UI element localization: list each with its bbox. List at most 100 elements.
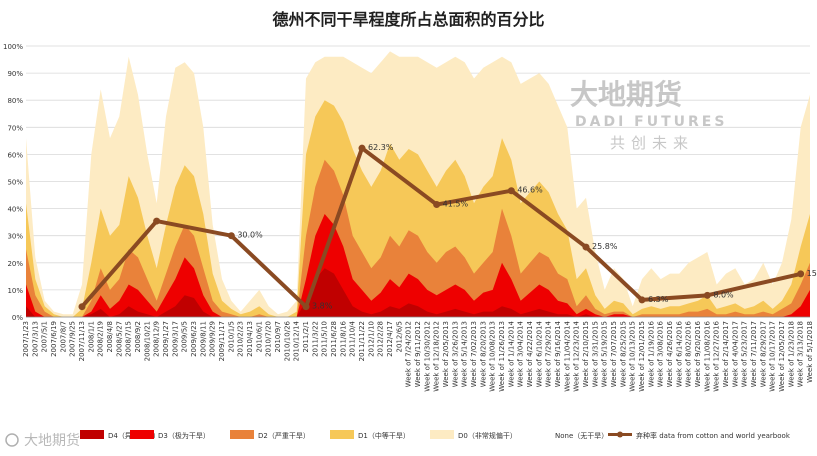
x-tick-label: 2012/6/5: [395, 321, 403, 352]
x-tick-label: Week of 9/11/2012: [414, 321, 422, 387]
x-tick-label: 2009/3/17: [171, 321, 179, 357]
x-tick-labels: 2007/1/23 2007/3/13 2007/5/1 2007/6/19 2007/…: [22, 320, 814, 391]
x-tick-label: Week of 1/19/2016: [647, 320, 655, 387]
data-label: 62.3%: [368, 143, 394, 152]
y-tick-label: 20%: [7, 260, 23, 268]
data-point-marker: [78, 303, 86, 311]
y-tick-label: 40%: [7, 206, 23, 214]
x-tick-label: Week of 7/11/2017: [750, 321, 758, 387]
x-tick-label: 2008/1/1: [87, 321, 95, 352]
data-point-marker: [638, 296, 646, 304]
x-tick-label: Week of 4/26/2016: [666, 320, 674, 387]
x-tick-label: Week of 2/14/2017: [722, 321, 730, 387]
legend-label: D1（中等干旱）: [358, 431, 410, 440]
x-tick-label: Week of 9/20/2016: [694, 320, 702, 387]
watermark: 大地期货 DADI FUTURES 共创未来: [570, 78, 727, 152]
x-tick-label: Week of 7/02/2013: [470, 321, 478, 387]
x-tick-label: Week of 10/30/2012: [423, 321, 431, 392]
legend-swatch: [430, 430, 454, 439]
data-point-marker: [797, 270, 805, 278]
y-tick-label: 10%: [7, 287, 23, 295]
x-tick-label: Week of 10/17/2017: [769, 321, 777, 392]
x-tick-label: 2012/1/10: [367, 321, 375, 357]
x-tick-label: 2008/10/21: [143, 321, 151, 361]
footer-source: 大地期货: [5, 432, 80, 449]
x-tick-label: 2010/4/13: [246, 321, 254, 357]
legend-label: None（无干旱）: [555, 432, 608, 440]
watermark-cn: 大地期货: [570, 78, 682, 111]
x-tick-label: 2008/7/15: [125, 321, 133, 357]
x-tick-label: Week of 5/23/2017: [741, 321, 749, 387]
x-tick-label: Week of 12/18/2012: [433, 321, 441, 392]
data-point-marker: [302, 303, 310, 311]
x-tick-label: 2007/3/13: [31, 321, 39, 357]
x-tick-label: Week of 11/08/2016: [703, 320, 711, 391]
area-D1（中等干旱）: [26, 100, 810, 317]
area-D2（严重干旱）: [26, 159, 810, 317]
x-tick-label: 2009/5/5: [181, 321, 189, 352]
x-tick-label: 2011/2/1: [302, 321, 310, 352]
x-tick-label: 2011/8/16: [339, 320, 347, 356]
legend-label: D3（极为干旱）: [158, 431, 210, 440]
x-tick-label: Week of 2/05/2013: [442, 321, 450, 387]
x-tick-label: 2008/2/19: [97, 321, 105, 357]
x-tick-label: Week of 10/08/2013: [489, 321, 497, 392]
y-tick-label: 100%: [3, 43, 23, 51]
legend-swatch: [80, 430, 104, 439]
legend-label: 弃种率 data from cotton and world yearbook: [636, 431, 791, 440]
x-tick-label: Week of 5/19/2015: [601, 321, 609, 387]
x-tick-label: 2011/11/22: [358, 321, 366, 361]
x-tick-label: 2007/5/1: [41, 321, 49, 352]
x-tick-label: Week of 2/10/2015: [582, 321, 590, 387]
x-tick-label: 2009/8/11: [199, 321, 207, 357]
y-tick-label: 70%: [7, 124, 23, 132]
legend-swatch: [230, 430, 254, 439]
x-tick-label: Week of 10/13/2015: [629, 321, 637, 392]
data-point-marker: [582, 243, 590, 251]
x-tick-label: Week of 11/04/2014: [563, 320, 571, 391]
x-tick-label: Week of 12/05/2017: [778, 321, 786, 392]
data-label: 15.9%: [807, 269, 817, 278]
x-tick-label: Week of 3/08/2016: [657, 320, 665, 387]
x-tick-label: 2010/9/7: [274, 321, 282, 352]
x-tick-label: Week of 8/02/2016: [685, 320, 693, 387]
legend: D4（异常干旱）D3（极为干旱）D2（严重干旱）D1（中等干旱）D0（非常规偏干…: [80, 430, 791, 440]
x-tick-label: Week of 8/25/2015: [619, 321, 627, 387]
x-tick-label: 2011/10/4: [349, 320, 357, 356]
data-label: 8.0%: [713, 290, 734, 299]
x-tick-label: Week of 5/1/2018: [806, 321, 814, 383]
y-tick-label: 30%: [7, 233, 23, 241]
data-point-marker: [227, 232, 235, 240]
x-tick-label: Week of 3/31/2015: [591, 321, 599, 387]
legend-swatch: [130, 430, 154, 439]
data-label: 6.3%: [648, 295, 669, 304]
area-D3（极为干旱）: [26, 214, 810, 317]
x-tick-label: Week of 3/04/2014: [517, 320, 525, 387]
legend-marker: [617, 431, 623, 438]
x-tick-label: Week of 11/26/2013: [498, 321, 506, 392]
x-tick-label: 2011/3/22: [311, 321, 319, 357]
x-tick-label: Week of 6/10/2014: [535, 320, 543, 387]
data-label: 25.8%: [592, 242, 618, 251]
x-tick-label: 2011/6/28: [330, 321, 338, 357]
data-point-marker: [507, 187, 515, 195]
x-tick-label: Week of 3/26/2013: [451, 321, 459, 387]
legend-label: D2（严重干旱）: [258, 432, 310, 440]
y-tick-label: 50%: [7, 179, 23, 187]
x-tick-label: Week of 5/14/2013: [461, 321, 469, 387]
abandonment-rate-line: 30.0% 3.8% 62.3% 41.5% 46.6% 25.8% 6.3% 8.0% 15.…: [78, 143, 817, 311]
chart-title: 德州不同干旱程度所占总面积的百分比: [272, 10, 545, 29]
data-point-marker: [153, 217, 161, 225]
x-tick-label: 2012/4/17: [386, 321, 394, 357]
x-tick-label: 2010/12/14: [293, 320, 301, 361]
watermark-slogan: 共创未来: [610, 134, 694, 152]
x-tick-label: Week of 9/16/2014: [554, 320, 562, 387]
x-tick-label: 2008/9/2: [134, 321, 142, 352]
axes: 0% 10% 20% 30% 40% 50% 60% 70% 80% 90% 100%: [3, 43, 810, 322]
watermark-en: DADI FUTURES: [575, 114, 727, 130]
x-tick-label: 2007/8/7: [59, 321, 67, 352]
y-tick-label: 0%: [12, 314, 23, 322]
x-tick-label: 2007/11/13: [78, 321, 86, 361]
x-tick-label: 2008/4/8: [106, 321, 114, 352]
